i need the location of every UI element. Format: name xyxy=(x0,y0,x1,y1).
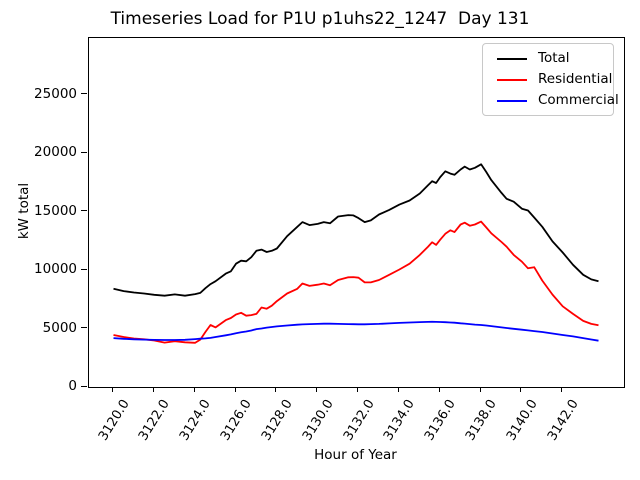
x-tick-label: 3142.0 xyxy=(544,397,582,444)
x-tick-label: 3122.0 xyxy=(136,397,174,444)
legend-swatch-commercial xyxy=(497,99,527,102)
y-tick-mark xyxy=(81,385,87,387)
x-tick-mark xyxy=(479,387,481,392)
y-tick-mark xyxy=(81,151,87,153)
chart-title: Timeseries Load for P1U p1uhs22_1247 Day… xyxy=(110,9,530,29)
x-tick-mark xyxy=(397,387,399,392)
x-tick-label: 3120.0 xyxy=(95,397,133,444)
legend-label-total: Total xyxy=(538,50,570,66)
series-line-commercial xyxy=(113,320,599,342)
x-tick-mark xyxy=(112,387,113,392)
legend-label-commercial: Commercial xyxy=(538,92,619,108)
legend-label-residential: Residential xyxy=(538,71,613,87)
y-tick-label: 5000 xyxy=(42,319,77,336)
y-tick-mark xyxy=(81,268,87,270)
x-tick-label: 3140.0 xyxy=(503,397,541,444)
y-tick-label: 25000 xyxy=(34,85,77,102)
x-tick-mark xyxy=(316,387,318,392)
x-tick-mark xyxy=(152,387,154,392)
x-tick-mark xyxy=(275,387,277,392)
x-tick-mark xyxy=(234,387,236,392)
series-line-total xyxy=(113,163,599,297)
y-tick-label: 15000 xyxy=(34,202,77,219)
x-tick-label: 3126.0 xyxy=(217,397,255,444)
x-axis-label: Hour of Year xyxy=(314,447,397,463)
series-line-residential xyxy=(113,220,599,344)
legend-swatch-residential xyxy=(497,78,527,81)
y-tick-mark xyxy=(81,327,87,329)
legend-row-commercial: Commercial xyxy=(497,90,619,111)
x-tick-label: 3124.0 xyxy=(177,397,214,444)
x-tick-mark xyxy=(438,387,440,392)
x-tick-mark xyxy=(357,387,359,392)
legend-swatch-total xyxy=(497,57,527,60)
y-tick-label: 10000 xyxy=(34,261,77,278)
x-tick-label: 3138.0 xyxy=(462,397,500,444)
x-tick-mark xyxy=(520,387,522,392)
y-tick-label: 20000 xyxy=(34,144,77,161)
x-tick-label: 3130.0 xyxy=(299,397,337,444)
x-tick-mark xyxy=(193,387,195,392)
x-tick-label: 3134.0 xyxy=(381,397,419,444)
y-tick-mark xyxy=(81,93,87,95)
x-tick-label: 3136.0 xyxy=(422,397,459,444)
x-tick-mark xyxy=(561,387,563,392)
y-tick-mark xyxy=(81,210,87,212)
legend-row-residential: Residential xyxy=(497,69,612,90)
legend: Total Residential Commercial xyxy=(482,43,619,116)
legend-row-total: Total xyxy=(497,48,607,69)
plot-lines-svg xyxy=(113,163,599,344)
x-tick-label: 3128.0 xyxy=(258,397,296,444)
x-tick-label: 3132.0 xyxy=(340,397,378,444)
y-tick-label: 0 xyxy=(68,378,77,394)
